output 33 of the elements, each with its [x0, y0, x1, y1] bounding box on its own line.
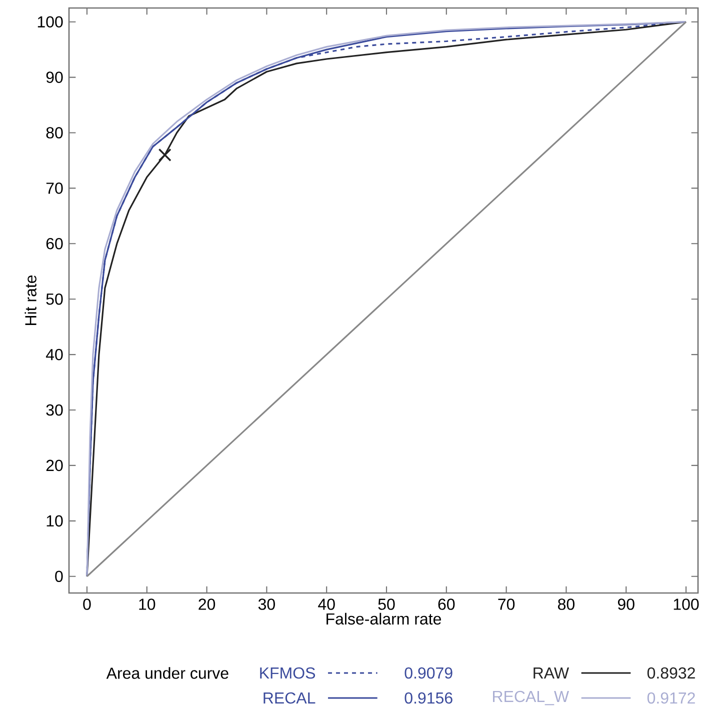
y-tick-label: 40 [46, 348, 63, 360]
x-tick-label: 40 [318, 598, 335, 610]
x-tick-label: 10 [139, 598, 156, 610]
text: 0.9156 [404, 692, 452, 704]
legend-label: RAW [534, 668, 570, 678]
legend-label: RECAL_W [493, 690, 569, 706]
legend-label: RECAL [264, 692, 316, 704]
x-tick-label: 20 [198, 598, 216, 610]
x-tick-label: 0 [83, 598, 91, 610]
text: 0.8932 [647, 667, 695, 679]
y-tick-label: 30 [46, 404, 63, 416]
y-tick-label: 100 [38, 16, 63, 28]
y-tick-label: 90 [46, 72, 63, 83]
x-axis-title: False-alarm rate [326, 612, 441, 625]
text: 0.9079 [404, 667, 452, 679]
x-tick-label: 50 [378, 598, 395, 610]
x-tick-label: 30 [258, 598, 275, 610]
y-tick-label: 70 [46, 182, 63, 194]
y-tick-label: 80 [46, 127, 63, 138]
x-tick-label: 80 [558, 598, 574, 610]
y-axis-title: Hit rate [24, 275, 36, 325]
text: 0.9172 [647, 692, 695, 704]
x-tick-label: 90 [618, 598, 634, 610]
y-tick-label: 20 [46, 460, 63, 472]
legend-title: Area under curve [106, 667, 228, 679]
x-tick-label: 60 [438, 598, 455, 610]
y-tick-label: 10 [46, 515, 63, 527]
x-tick-label: 70 [498, 598, 515, 610]
x-tick-label: 100 [674, 598, 699, 610]
y-tick-label: 0 [55, 570, 63, 582]
y-tick-label: 60 [46, 238, 63, 250]
legend-label: KFMOS [260, 667, 316, 679]
y-tick-label: 50 [46, 293, 63, 305]
